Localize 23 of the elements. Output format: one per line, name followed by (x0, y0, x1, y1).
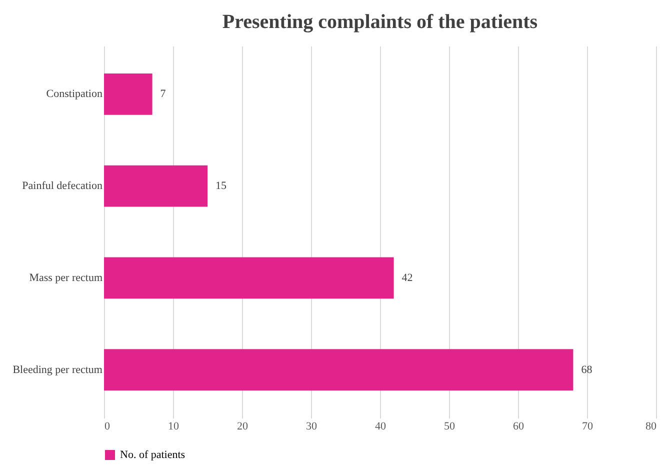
legend-label: No. of patients (120, 449, 186, 461)
x-tick-label: 80 (646, 420, 657, 432)
x-tick-label: 70 (582, 420, 594, 432)
x-tick-label: 20 (237, 420, 248, 432)
bar (104, 257, 394, 299)
bar (104, 349, 574, 390)
y-tick-label: Constipation (46, 88, 103, 100)
data-label: 15 (216, 180, 227, 192)
x-tick-label: 30 (306, 420, 318, 432)
data-label: 7 (160, 88, 166, 100)
y-tick-label: Mass per rectum (29, 272, 103, 284)
y-tick-label: Painful defecation (22, 180, 103, 192)
x-tick-label: 10 (168, 420, 180, 432)
data-label: 42 (402, 272, 413, 284)
bar (104, 165, 208, 207)
data-label: 68 (581, 364, 593, 376)
x-tick-label: 60 (513, 420, 524, 432)
y-tick-label: Bleeding per rectum (12, 364, 103, 376)
x-tick-label: 0 (104, 420, 110, 432)
bar (104, 74, 152, 115)
x-tick-label: 50 (444, 420, 456, 432)
chart-title: Presenting complaints of the patients (222, 11, 538, 33)
x-tick-label: 40 (375, 420, 386, 432)
